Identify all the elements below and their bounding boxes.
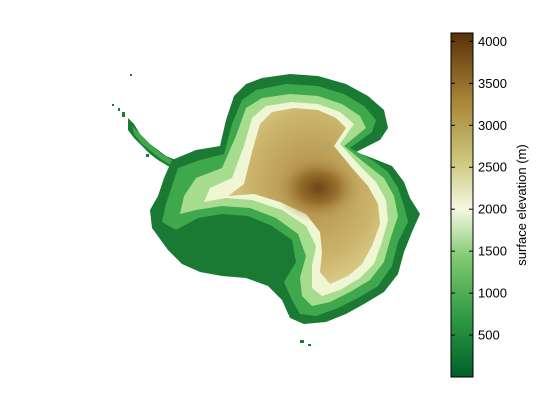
peninsula-islands [112, 74, 311, 346]
colorbar-tick-label: 1000 [478, 286, 507, 301]
continent [112, 74, 420, 346]
colorbar-ticks: 500 1000 1500 2000 2500 3000 3500 4000 [451, 34, 507, 343]
colorbar-label: surface elevation (m) [514, 144, 529, 265]
colorbar-tick-label: 2500 [478, 160, 507, 175]
colorbar-tick-label: 3000 [478, 118, 507, 133]
colorbar-tick-label: 2000 [478, 202, 507, 217]
colorbar-gradient [450, 32, 474, 378]
dome-summit [274, 154, 362, 222]
colorbar-tick-label: 500 [478, 328, 500, 343]
colorbar: 500 1000 1500 2000 2500 3000 3500 4000 surface … [450, 32, 529, 378]
colorbar-tick-label: 4000 [478, 34, 507, 49]
colorbar-tick-label: 1500 [478, 244, 507, 259]
ice-shelf-west [200, 220, 292, 280]
colorbar-tick-label: 3500 [478, 76, 507, 91]
